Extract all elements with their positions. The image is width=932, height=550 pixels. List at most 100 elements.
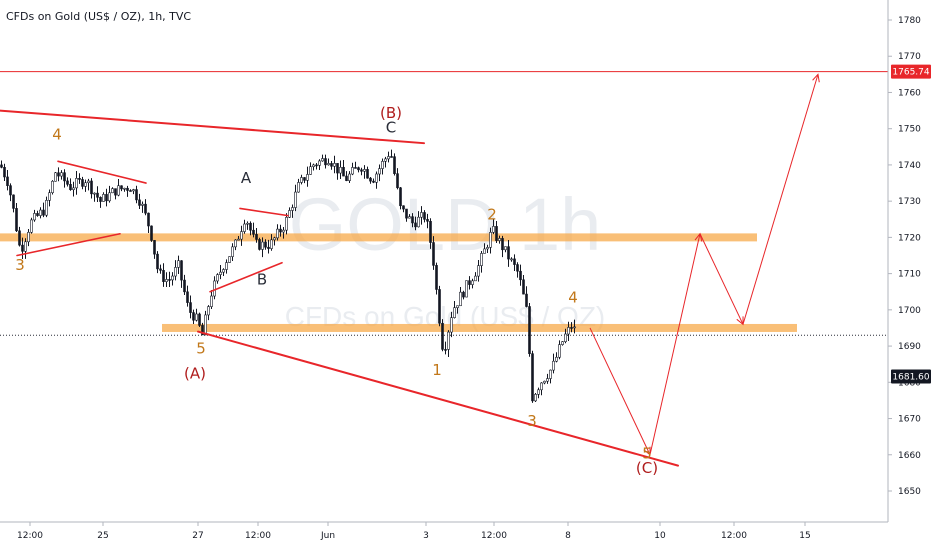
current-price-badge-box [891, 369, 931, 384]
x-tick-label: 27 [192, 531, 203, 541]
candle-body [357, 167, 360, 171]
candle-body [48, 192, 51, 201]
candle-body [300, 177, 303, 183]
candle-body [21, 244, 24, 252]
candle-body [447, 331, 450, 350]
candle-body [168, 279, 171, 281]
candle-body [477, 265, 480, 277]
trendline-1 [197, 330, 679, 467]
candle-body [9, 185, 12, 196]
candle-body [456, 305, 459, 309]
zone-1 [162, 323, 797, 332]
candle-body [348, 173, 351, 181]
candle-body [288, 210, 291, 218]
trendline-0 [0, 109, 425, 145]
y-tick-label: 1700 [898, 306, 921, 316]
x-tick-label: 12:00 [721, 531, 747, 541]
candle-body [483, 248, 486, 254]
x-tick-label: Jun [320, 531, 335, 541]
candle-body [534, 394, 537, 402]
candle-body [360, 169, 363, 172]
wave-label: (A) [184, 365, 206, 383]
candle-body [276, 228, 279, 239]
y-tick-label: 1710 [898, 270, 921, 280]
candle-body [498, 238, 501, 241]
x-tick-label: 8 [565, 531, 571, 541]
wave-label: 4 [568, 289, 578, 307]
candle-body [522, 279, 525, 295]
candle-body [255, 234, 258, 240]
candle-body [417, 216, 420, 228]
wave-label: 4 [52, 126, 62, 144]
candle-body [33, 213, 36, 221]
candle-body [240, 231, 243, 240]
candle-body [423, 212, 426, 220]
projection-segment [649, 233, 701, 455]
candle-body [489, 232, 492, 248]
y-tick-label: 1740 [898, 161, 921, 171]
candle-body [426, 219, 429, 222]
candle-body [15, 208, 18, 232]
candle-body [384, 158, 387, 162]
y-tick-label: 1650 [898, 487, 921, 497]
candle-body [345, 175, 348, 181]
wave-label: 3 [527, 412, 537, 430]
candle-body [549, 369, 552, 379]
candle-body [231, 246, 234, 257]
candle-body [354, 167, 357, 169]
candle-body [81, 179, 84, 187]
candle-body [567, 327, 570, 335]
candle-body [459, 291, 462, 307]
candle-body [18, 230, 21, 246]
candle-body [30, 219, 33, 233]
candle-body [279, 228, 282, 233]
candle-body [414, 222, 417, 228]
candle-body [285, 216, 288, 231]
candle-body [369, 177, 372, 182]
candle-body [339, 166, 342, 174]
trendline-4 [239, 207, 289, 217]
candle-body [45, 200, 48, 216]
candle-body [441, 322, 444, 350]
candle-body [75, 178, 78, 189]
candle-body [222, 269, 225, 273]
candle-body [381, 161, 384, 169]
candle-body [270, 239, 273, 249]
candle-body [111, 188, 114, 194]
candle-body [462, 291, 465, 298]
candle-body [432, 242, 435, 266]
candle-body [123, 187, 126, 190]
target-price-badge: 1765.74 [892, 68, 929, 78]
y-tick-label: 1670 [898, 415, 921, 425]
wave-label: C [386, 118, 396, 136]
candle-body [405, 208, 408, 219]
x-tick-label: 25 [97, 531, 108, 541]
candle-body [162, 270, 165, 282]
candle-body [174, 267, 177, 277]
candle-body [510, 258, 513, 261]
candle-body [330, 163, 333, 167]
x-tick-label: 10 [654, 531, 666, 541]
candle-body [468, 280, 471, 285]
candle-body [546, 378, 549, 382]
candle-body [207, 306, 210, 316]
candle-body [135, 189, 138, 201]
wave-label: 1 [432, 361, 442, 379]
candle-body [186, 291, 189, 303]
watermark-symbol: GOLD 1h [289, 183, 602, 266]
candle-body [375, 173, 378, 183]
x-tick-label: 12:00 [481, 531, 507, 541]
candle-body [501, 238, 504, 251]
candle-body [408, 216, 411, 219]
candle-body [258, 239, 261, 250]
candle-body [291, 207, 294, 211]
candle-body [144, 203, 147, 214]
projected-path [589, 73, 820, 456]
candle-body [435, 265, 438, 290]
candle-body [516, 264, 519, 272]
candle-body [543, 380, 546, 384]
candle-body [558, 344, 561, 358]
candle-body [396, 173, 399, 189]
candle-body [69, 184, 72, 191]
